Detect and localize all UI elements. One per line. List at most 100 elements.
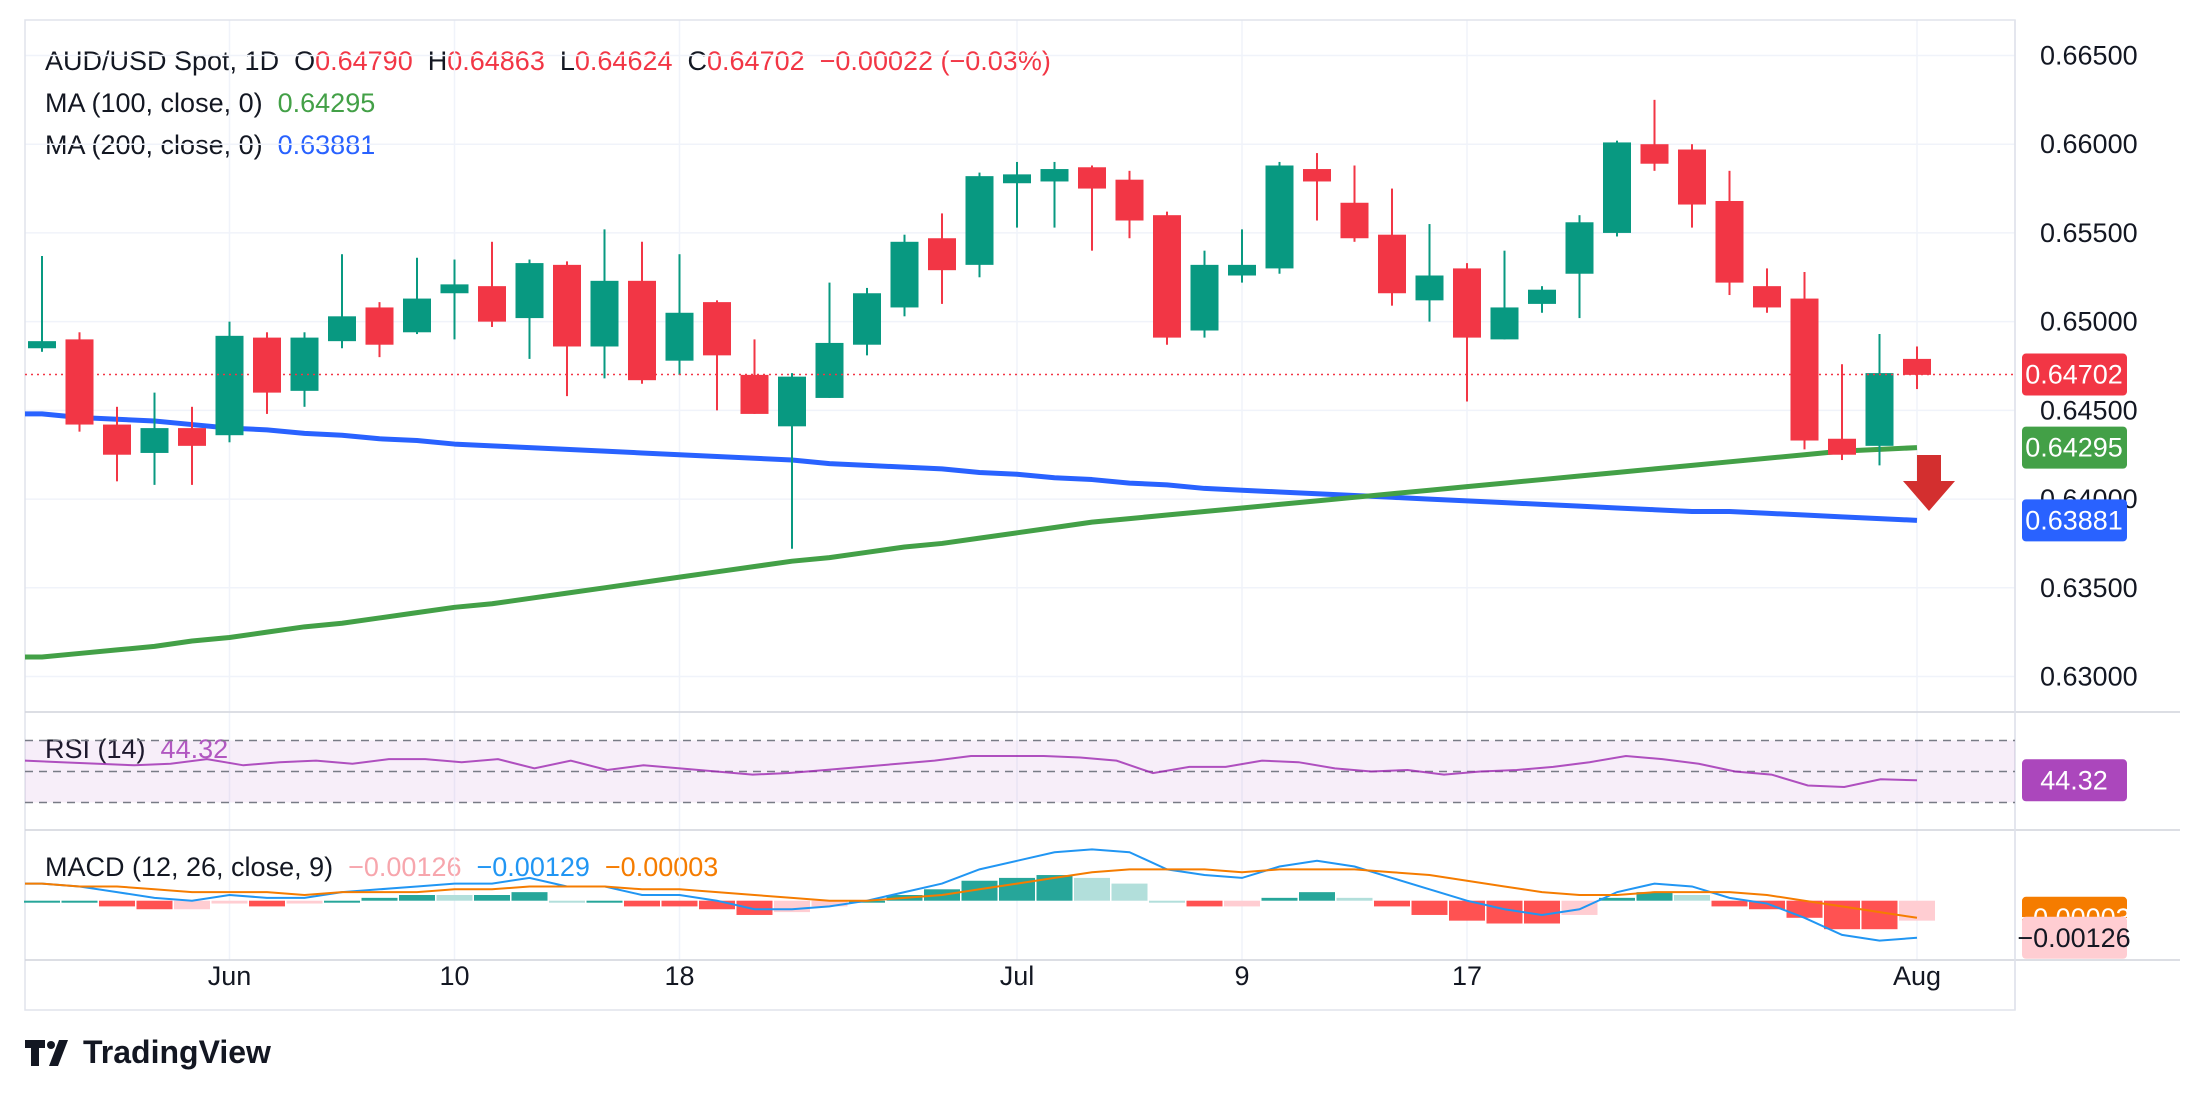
brand-label: TradingView (83, 1034, 271, 1070)
macd-histogram-bar (1861, 900, 1898, 930)
bullish-candle (890, 234, 919, 317)
candle-body (290, 337, 319, 391)
bearish-candle (103, 406, 131, 482)
bullish-candle (815, 282, 844, 398)
candle-body (1078, 167, 1106, 189)
bullish-candle (1190, 250, 1219, 338)
candle-body (1378, 234, 1406, 294)
ma100-line (25, 445, 1918, 660)
down-arrow-icon (1903, 455, 1955, 511)
bullish-candle (1228, 229, 1256, 283)
bullish-candle (1603, 140, 1631, 237)
price-badges: 0.647020.642950.6388144.32−0.00003−0.001… (2017, 353, 2131, 959)
time-tick-label: 18 (664, 961, 694, 991)
macd-histogram-bar (1411, 900, 1448, 915)
close-label: C (687, 46, 708, 76)
macd-histogram-bar (1599, 897, 1635, 901)
macd-line-value: −0.00129 (476, 852, 590, 882)
bullish-candle (1415, 224, 1444, 322)
candle-body (215, 335, 244, 436)
bullish-candle (665, 254, 694, 375)
candle-body (1190, 264, 1219, 331)
chart-border (24, 19, 2016, 1011)
price-tick-label: 0.64500 (2040, 395, 2138, 425)
macd-legend[interactable]: MACD (12, 26, close, 9) −0.00126 −0.0012… (45, 852, 718, 883)
macd-label: MACD (12, 26, close, 9) (45, 852, 334, 882)
last-price-badge-bg (2022, 353, 2127, 396)
ma200-legend[interactable]: MA (200, close, 0) 0.63881 (45, 130, 375, 161)
high-value: 0.64863 (447, 46, 545, 76)
candle-body (1040, 169, 1069, 182)
candle-body (65, 339, 94, 425)
macd-histogram-bar (324, 900, 360, 903)
bullish-candle (853, 287, 881, 356)
macd-histogram-bar (174, 900, 210, 910)
candle-body (965, 176, 994, 265)
price-axis[interactable]: 0.665000.660000.655000.650000.645000.640… (2040, 40, 2138, 691)
last-price-badge: 0.64702 (2022, 353, 2127, 396)
macd-histogram-bar (1524, 900, 1560, 924)
bearish-candle (1753, 268, 1781, 313)
bearish-candle (1640, 99, 1669, 171)
ma100-badge: 0.64295 (2022, 426, 2127, 469)
rsi-legend[interactable]: RSI (14) 44.32 (45, 734, 228, 765)
macd-histogram-bar (249, 900, 285, 907)
ma100-label: MA (100, close, 0) (45, 88, 263, 118)
macd-histogram-bar (399, 895, 435, 901)
macd-histogram-bar (774, 900, 810, 913)
candle-body (178, 428, 206, 446)
price-tick-label: 0.66500 (2040, 40, 2138, 70)
price-tick-label: 0.63000 (2040, 662, 2138, 692)
macd-histogram-bar (99, 900, 135, 907)
pane-frames (24, 19, 2180, 1011)
ma100-value: 0.64295 (277, 88, 376, 118)
bearish-candle (1303, 153, 1331, 221)
macd-histogram-bar (1261, 897, 1298, 901)
macd-pane (24, 848, 1935, 942)
price-legend: AUD/USD Spot, 1D O0.64790 H0.64863 L0.64… (45, 46, 1051, 77)
high-label: H (427, 46, 448, 76)
bullish-candle (1565, 215, 1594, 319)
bullish-candle (1865, 334, 1894, 466)
rsi-value: 44.32 (160, 734, 229, 764)
symbol-label[interactable]: AUD/USD Spot, 1D (45, 46, 280, 76)
bullish-candle (440, 259, 469, 340)
macd-histogram-bar (1449, 900, 1485, 921)
bearish-candle (1453, 263, 1481, 402)
candle-body (778, 376, 806, 427)
macd-histogram-bar (1299, 892, 1335, 901)
bearish-candle (628, 241, 656, 384)
candle-body (1565, 222, 1594, 274)
tradingview-logo-icon (25, 1039, 68, 1066)
close-value: 0.64702 (707, 46, 805, 76)
time-axis[interactable]: Jun 10 18 Jul 9 17 Aug (208, 961, 1941, 991)
macd-histogram-bar (1636, 892, 1673, 901)
bullish-candle (1490, 250, 1519, 340)
ma200-badge: 0.63881 (2022, 499, 2127, 542)
macd-histogram-bar (211, 900, 248, 904)
bearish-candle (928, 213, 956, 304)
candle-body (515, 263, 544, 319)
macd-histogram-bar (1374, 900, 1410, 907)
time-tick-label: 17 (1452, 961, 1482, 991)
macd-histogram-bar (1674, 895, 1710, 901)
candle-body (1303, 169, 1331, 182)
macd-hist-badge-bg (2022, 916, 2127, 959)
rsi-badge-text: 44.32 (2040, 765, 2108, 795)
bullish-candle (965, 172, 994, 278)
macd-histogram-bar (661, 900, 698, 907)
macd-signal-value: −0.00003 (604, 852, 719, 882)
candle-body (1003, 174, 1031, 184)
ma200-line (25, 411, 1918, 523)
bullish-candle (328, 254, 356, 349)
rsi-label: RSI (14) (45, 734, 146, 764)
macd-hist-badge-text: −0.00126 (2017, 923, 2130, 953)
bullish-candle (515, 259, 544, 359)
candle-body (1640, 144, 1669, 164)
macd-histogram-bar (549, 900, 585, 903)
candle-body (1153, 215, 1181, 338)
ma100-legend[interactable]: MA (100, close, 0) 0.64295 (45, 88, 375, 119)
bullish-candle (1528, 286, 1556, 313)
macd-histogram-bar (24, 900, 60, 903)
